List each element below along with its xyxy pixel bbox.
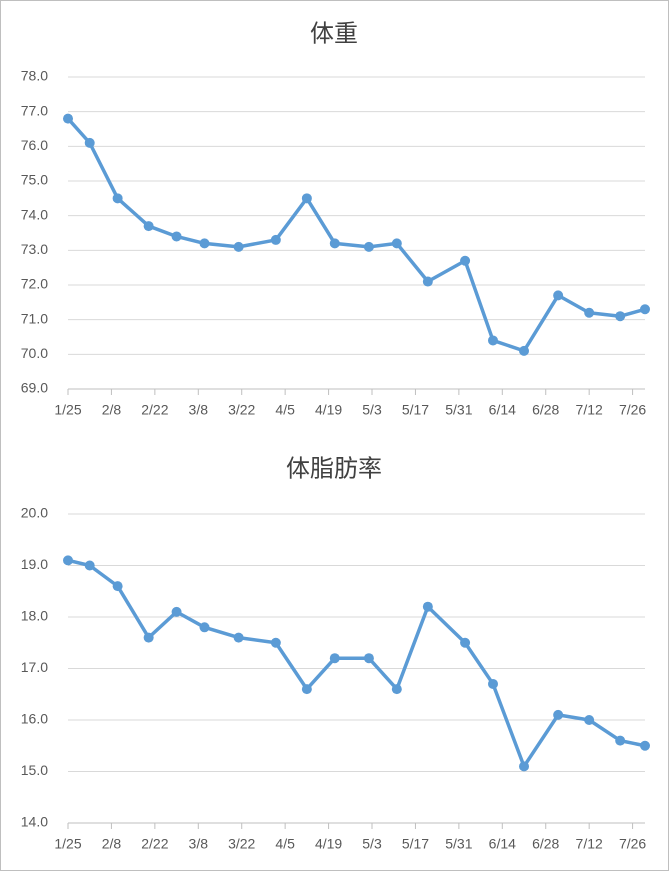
data-point — [584, 715, 595, 725]
x-tick-label: 3/8 — [189, 836, 209, 852]
x-tick-label: 5/17 — [402, 402, 429, 418]
data-line — [67, 558, 646, 769]
data-point — [171, 231, 182, 242]
chart-title: 体重 — [310, 20, 358, 47]
data-point — [199, 238, 210, 249]
data-point — [63, 113, 73, 124]
x-tick-label: 2/8 — [102, 836, 122, 852]
data-point — [553, 290, 564, 301]
data-point — [112, 193, 123, 204]
data-point — [615, 735, 626, 746]
data-point — [171, 606, 182, 617]
data-point — [460, 255, 471, 266]
data-point — [363, 653, 374, 664]
data-point — [63, 555, 73, 566]
x-tick-label: 4/19 — [315, 402, 342, 418]
x-tick-label: 2/22 — [141, 402, 168, 418]
x-tick-label: 5/3 — [362, 836, 382, 852]
data-point — [519, 761, 530, 772]
y-tick-label: 73.0 — [21, 241, 48, 257]
y-tick-label: 16.0 — [21, 711, 48, 727]
data-point — [519, 345, 530, 356]
y-tick-label: 19.0 — [21, 556, 48, 572]
y-tick-label: 74.0 — [21, 206, 48, 222]
y-tick-label: 72.0 — [21, 276, 48, 292]
x-tick-label: 3/8 — [189, 402, 209, 418]
data-point — [199, 622, 210, 633]
data-point — [143, 221, 154, 232]
x-tick-label: 4/19 — [315, 836, 342, 852]
data-point — [640, 304, 650, 315]
x-tick-label: 7/26 — [619, 402, 646, 418]
y-tick-label: 69.0 — [21, 380, 48, 396]
data-point — [233, 632, 244, 643]
data-point — [270, 234, 281, 245]
y-tick-label: 14.0 — [21, 814, 48, 830]
x-tick-label: 6/28 — [532, 402, 559, 418]
x-tick-label: 2/8 — [102, 402, 122, 418]
x-tick-label: 6/14 — [489, 402, 516, 418]
x-tick-label: 6/28 — [532, 836, 559, 852]
y-tick-label: 18.0 — [21, 608, 48, 624]
y-tick-label: 17.0 — [21, 659, 48, 675]
data-point — [112, 581, 123, 592]
data-point — [143, 632, 154, 643]
data-point — [487, 335, 498, 346]
x-tick-label: 2/22 — [141, 836, 168, 852]
x-tick-label: 7/26 — [619, 836, 646, 852]
y-tick-label: 15.0 — [21, 762, 48, 778]
y-tick-label: 75.0 — [21, 172, 48, 188]
data-point — [422, 276, 433, 287]
x-tick-label: 3/22 — [228, 402, 255, 418]
x-tick-label: 1/25 — [54, 836, 81, 852]
data-point — [640, 740, 650, 751]
data-point — [363, 241, 374, 252]
x-tick-label: 7/12 — [576, 836, 603, 852]
data-point — [270, 637, 281, 648]
data-point — [233, 241, 244, 252]
x-tick-label: 4/5 — [275, 836, 295, 852]
y-tick-label: 77.0 — [21, 102, 48, 118]
data-point — [460, 637, 471, 648]
data-point — [422, 601, 433, 612]
data-point — [487, 678, 498, 689]
y-tick-label: 76.0 — [21, 137, 48, 153]
data-point — [391, 238, 402, 249]
data-point — [301, 684, 312, 695]
data-point — [329, 238, 340, 249]
y-tick-label: 20.0 — [21, 505, 48, 521]
data-point — [615, 311, 626, 322]
y-tick-label: 71.0 — [21, 310, 48, 326]
x-tick-label: 1/25 — [54, 402, 81, 418]
data-point — [391, 684, 402, 695]
x-tick-label: 6/14 — [489, 836, 516, 852]
data-point — [301, 193, 312, 204]
data-point — [84, 137, 95, 148]
x-tick-label: 5/31 — [445, 836, 472, 852]
chart-title: 体脂肪率 — [286, 455, 382, 482]
x-tick-label: 5/31 — [445, 402, 472, 418]
data-point — [553, 709, 564, 720]
x-tick-label: 4/5 — [275, 402, 295, 418]
x-tick-label: 3/22 — [228, 836, 255, 852]
data-point — [584, 307, 595, 318]
x-tick-label: 5/3 — [362, 402, 382, 418]
data-point — [84, 560, 95, 571]
data-point — [329, 653, 340, 664]
y-tick-label: 70.0 — [21, 345, 48, 361]
x-tick-label: 7/12 — [576, 402, 603, 418]
y-tick-label: 78.0 — [21, 68, 48, 84]
x-tick-label: 5/17 — [402, 836, 429, 852]
